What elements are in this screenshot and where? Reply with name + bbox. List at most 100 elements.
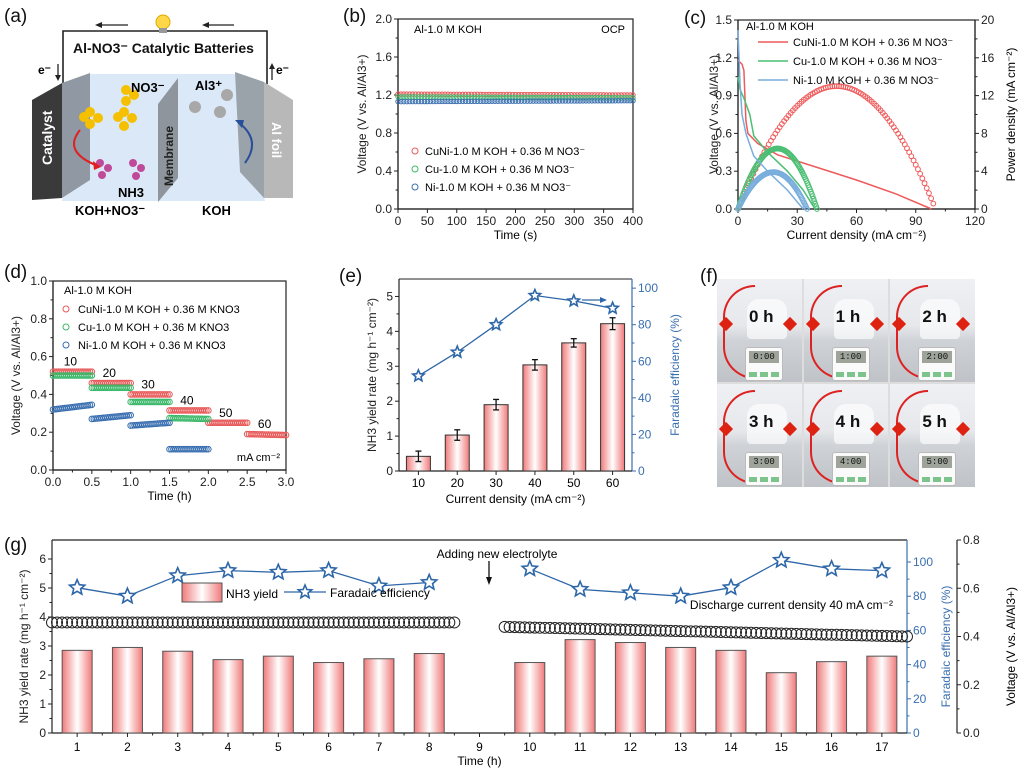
x-axis-tick-label: 1.0 bbox=[122, 475, 139, 489]
voltage-point bbox=[795, 627, 808, 640]
bar bbox=[600, 323, 626, 472]
data-point bbox=[556, 92, 563, 98]
voltage-point bbox=[644, 624, 657, 637]
voltage-point bbox=[196, 616, 209, 629]
data-point bbox=[533, 98, 539, 104]
timer-buttons bbox=[835, 477, 866, 482]
voltage-point bbox=[111, 616, 124, 629]
data-point bbox=[618, 92, 624, 98]
x-tick-label: 13 bbox=[674, 740, 688, 754]
data-point bbox=[624, 95, 630, 101]
y2-axis-title: Power density (mA cm⁻²) bbox=[1004, 48, 1018, 182]
bar bbox=[614, 642, 646, 734]
data-point bbox=[498, 91, 504, 98]
data-point bbox=[600, 92, 607, 98]
battery-schematic: Al-NO3⁻ Catalytic Batteries e⁻ e⁻ Cataly… bbox=[32, 14, 293, 218]
voltage-point bbox=[498, 620, 511, 633]
data-point bbox=[418, 91, 425, 97]
photo-grid: 0 h 0:00 1 h 1:00 2 h 2:00 bbox=[717, 279, 975, 487]
ammonia-label: NH3 bbox=[118, 185, 144, 200]
legend-label: CuNi-1.0 M KOH + 0.36 M NO3⁻ bbox=[793, 37, 953, 49]
y2-axis-tick-label: 0 bbox=[981, 202, 988, 216]
voltage-point bbox=[146, 616, 159, 629]
voltage-point bbox=[267, 616, 280, 629]
data-point bbox=[498, 98, 504, 104]
voltage-point bbox=[252, 616, 265, 629]
data-point bbox=[483, 98, 489, 104]
voltage-point bbox=[518, 621, 531, 634]
voltage-point bbox=[629, 623, 642, 636]
timer-display: 2:00 bbox=[922, 351, 953, 363]
y3-axis-tick-label: 0.2 bbox=[963, 678, 980, 692]
data-point bbox=[495, 98, 501, 104]
x-tick-label: 14 bbox=[724, 740, 738, 754]
voltage-point bbox=[126, 616, 139, 629]
fe-point bbox=[771, 550, 791, 569]
data-point bbox=[86, 372, 94, 379]
voltage-point bbox=[297, 616, 310, 629]
data-point bbox=[201, 445, 208, 453]
y2-axis-tick-label: 60 bbox=[638, 354, 652, 368]
data-point bbox=[282, 431, 290, 439]
y2-axis-tick-label: 60 bbox=[913, 623, 927, 637]
timer-display: 1:00 bbox=[835, 351, 866, 363]
data-point bbox=[448, 98, 454, 105]
voltage-point bbox=[393, 616, 406, 629]
voltage-point bbox=[121, 616, 134, 629]
electron-left-label: e⁻ bbox=[38, 63, 51, 77]
data-point bbox=[592, 98, 598, 104]
data-point bbox=[474, 91, 481, 98]
voltage-point bbox=[714, 626, 727, 639]
data-point bbox=[203, 407, 210, 414]
data-point bbox=[621, 92, 627, 98]
voltage-point bbox=[810, 628, 823, 641]
voltage-point bbox=[136, 616, 149, 629]
legend-label: CuNi-1.0 M KOH + 0.36 M NO3⁻ bbox=[425, 146, 585, 158]
y3-axis-tick-label: 0.6 bbox=[963, 581, 980, 595]
x-tick-label: 1 bbox=[74, 740, 81, 754]
legend-fe-label: Faradaic efficiency bbox=[330, 586, 430, 600]
voltage-point bbox=[106, 616, 119, 629]
power-point bbox=[930, 200, 937, 207]
voltage-point bbox=[538, 621, 551, 634]
data-point bbox=[84, 372, 92, 379]
voltage-point bbox=[835, 628, 848, 641]
data-point bbox=[398, 91, 404, 97]
data-point bbox=[530, 91, 536, 98]
data-point bbox=[562, 94, 569, 101]
voltage-point bbox=[548, 622, 561, 635]
data-point bbox=[409, 98, 416, 105]
data-point bbox=[404, 91, 410, 97]
data-point bbox=[527, 91, 533, 98]
voltage-point bbox=[247, 616, 260, 629]
data-point bbox=[562, 98, 569, 104]
fe-line bbox=[418, 294, 613, 377]
voltage-point bbox=[770, 627, 783, 640]
data-point bbox=[442, 91, 448, 97]
data-point bbox=[624, 98, 630, 104]
data-point bbox=[550, 98, 557, 104]
data-point bbox=[548, 94, 554, 101]
data-point bbox=[454, 98, 460, 105]
data-point bbox=[586, 92, 592, 98]
data-point bbox=[489, 98, 495, 104]
data-point bbox=[577, 98, 583, 104]
data-point bbox=[553, 91, 560, 98]
data-point bbox=[407, 98, 413, 105]
x-axis-tick-label: 90 bbox=[909, 214, 923, 228]
time-label: 1 h bbox=[835, 307, 861, 326]
y3-axis-tick-label: 0.8 bbox=[963, 533, 980, 547]
data-point bbox=[456, 91, 463, 97]
voltage-point bbox=[699, 625, 712, 638]
data-point bbox=[630, 92, 636, 98]
voltage-point bbox=[317, 616, 330, 629]
data-point bbox=[468, 98, 475, 105]
current-density-label: 30 bbox=[141, 377, 155, 391]
voltage-point bbox=[66, 616, 79, 629]
x-tick-label: 3 bbox=[174, 740, 181, 754]
voltage-point bbox=[166, 616, 179, 629]
data-point bbox=[615, 95, 622, 101]
voltage-point bbox=[206, 616, 219, 629]
voltage-point bbox=[870, 629, 883, 642]
data-point bbox=[603, 95, 610, 101]
